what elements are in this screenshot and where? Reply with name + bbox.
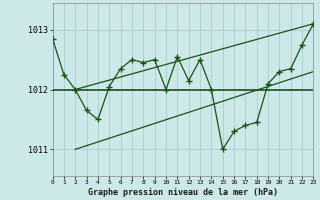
X-axis label: Graphe pression niveau de la mer (hPa): Graphe pression niveau de la mer (hPa) — [88, 188, 278, 197]
